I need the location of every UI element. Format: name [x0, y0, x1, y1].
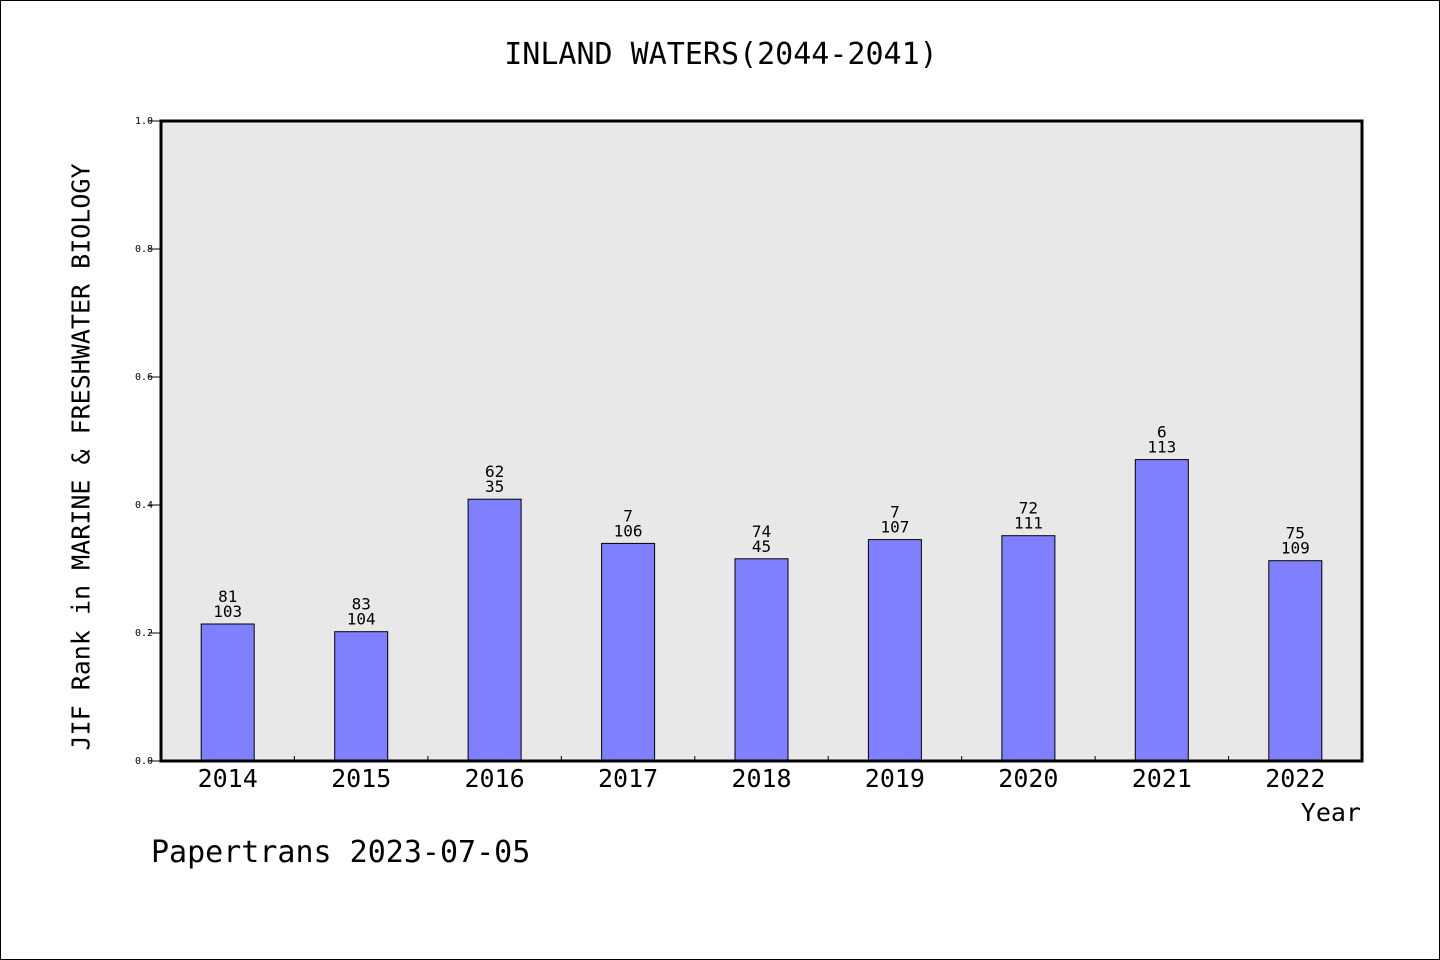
data-label-bottom-2015: 104	[347, 610, 376, 629]
y-tick-label: 0.6	[135, 372, 153, 383]
bar-2020	[1001, 535, 1056, 762]
data-label-top-2018: 74	[752, 522, 771, 541]
data-label-bottom-2018: 45	[752, 537, 771, 556]
data-label-top-2021: 6	[1157, 423, 1167, 442]
data-label-bottom-2017: 106	[614, 521, 643, 540]
data-label-bottom-2016: 35	[485, 477, 504, 496]
x-tick-label-2018: 2018	[731, 764, 791, 793]
bar-2022	[1268, 560, 1323, 762]
x-tick-label-2016: 2016	[464, 764, 524, 793]
bar-2015	[334, 631, 389, 762]
data-label-bottom-2020: 111	[1014, 514, 1043, 533]
data-label-bottom-2014: 103	[213, 602, 242, 621]
x-ticks-group: 2014 2015 2016 2017 2018 2019 2020 2021 2022	[198, 756, 1325, 793]
plot-frame	[159, 119, 1364, 763]
data-label-bottom-2019: 107	[880, 518, 909, 537]
y-ticks-group: 0.0 0.2 0.4 0.6 0.8 1.0	[135, 116, 161, 767]
x-tick-label-2014: 2014	[198, 764, 258, 793]
y-tick-label: 0.2	[135, 628, 153, 639]
x-axis-label: Year	[1301, 798, 1361, 827]
footer-text: Papertrans 2023-07-05	[151, 835, 531, 870]
bar-2019	[867, 539, 922, 762]
y-tick-label: 0.0	[135, 756, 153, 767]
bar-2018	[734, 558, 789, 762]
x-tick-label-2017: 2017	[598, 764, 658, 793]
y-tick-label: 0.4	[135, 500, 153, 511]
data-label-top-2014: 81	[218, 587, 237, 606]
bar-2014	[200, 623, 255, 762]
data-label-bottom-2021: 113	[1147, 438, 1176, 457]
bar-2017	[601, 542, 656, 762]
data-label-top-2017: 7	[623, 506, 633, 525]
x-tick-label-2015: 2015	[331, 764, 391, 793]
bar-2016	[467, 498, 522, 762]
y-tick-label: 0.8	[135, 244, 153, 255]
data-label-top-2020: 72	[1019, 499, 1038, 518]
data-label-bottom-2022: 109	[1281, 539, 1310, 558]
y-tick-label: 1.0	[135, 116, 153, 127]
x-tick-label-2019: 2019	[865, 764, 925, 793]
data-label-top-2019: 7	[890, 503, 900, 522]
x-tick-label-2021: 2021	[1132, 764, 1192, 793]
data-label-top-2015: 83	[352, 595, 371, 614]
data-label-top-2016: 62	[485, 462, 504, 481]
bar-2021	[1134, 459, 1189, 762]
chart-title: INLAND WATERS(2044-2041)	[504, 37, 938, 72]
x-tick-label-2022: 2022	[1265, 764, 1325, 793]
x-tick-label-2020: 2020	[998, 764, 1058, 793]
data-label-top-2022: 75	[1286, 524, 1305, 543]
